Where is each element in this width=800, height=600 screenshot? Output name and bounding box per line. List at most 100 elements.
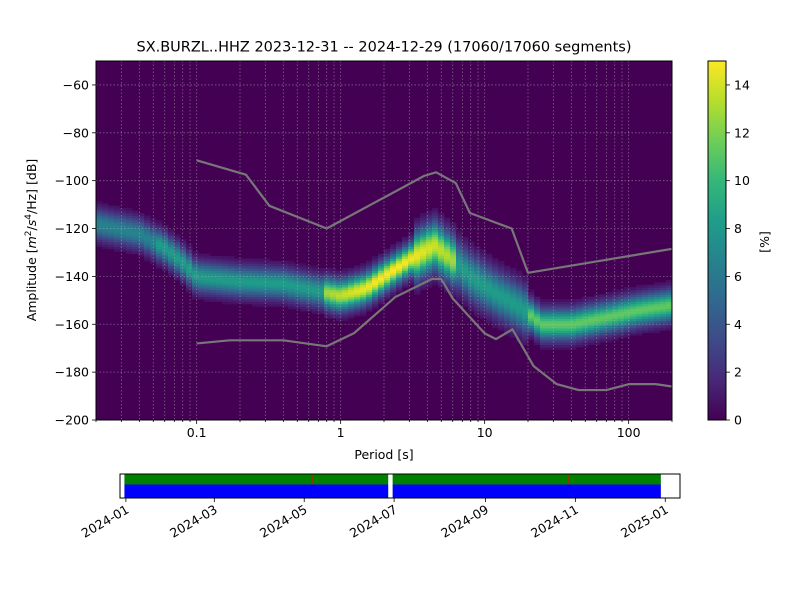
heatmap-cell <box>600 318 607 322</box>
heatmap-cell <box>258 289 265 293</box>
heatmap-cell <box>294 306 301 310</box>
heatmap-cell <box>204 284 211 288</box>
heatmap-cell <box>372 287 379 290</box>
heatmap-cell <box>564 315 571 319</box>
heatmap-cell <box>222 289 229 293</box>
heatmap-cell <box>432 253 439 257</box>
heatmap-cell <box>438 244 445 247</box>
heatmap-cell <box>324 311 331 314</box>
heatmap-cell <box>432 210 439 214</box>
heatmap-cell <box>420 268 427 271</box>
heatmap-cell <box>276 284 283 288</box>
heatmap-cell <box>456 289 463 293</box>
heatmap-cell <box>558 306 565 310</box>
heatmap-cell <box>210 291 217 295</box>
heatmap-cell <box>504 320 511 324</box>
heatmap-cell <box>588 303 595 307</box>
heatmap-cell <box>312 303 319 307</box>
heatmap-cell <box>210 272 217 276</box>
heatmap-cell <box>378 258 385 262</box>
heatmap-cell <box>414 227 421 231</box>
heatmap-cell <box>180 256 187 259</box>
heatmap-cell <box>138 246 145 250</box>
heatmap-cell <box>270 284 277 288</box>
heatmap-cell <box>174 241 181 245</box>
heatmap-cell <box>246 272 253 276</box>
heatmap-cell <box>438 272 445 276</box>
heatmap-cell <box>222 296 229 300</box>
heatmap-cell <box>570 342 577 346</box>
heatmap-cell <box>168 246 175 250</box>
heatmap-cell <box>360 296 367 300</box>
heatmap-cell <box>432 270 439 274</box>
heatmap-cell <box>558 313 565 317</box>
heatmap-cell <box>576 318 583 322</box>
heatmap-cell <box>234 294 241 298</box>
heatmap-cell <box>558 344 565 348</box>
heatmap-cell <box>462 294 469 298</box>
heatmap-cell <box>450 294 457 298</box>
heatmap-cell <box>576 337 583 341</box>
heatmap-cell <box>360 270 367 274</box>
heatmap-cell <box>354 268 361 271</box>
heatmap-cell <box>288 306 295 310</box>
heatmap-cell <box>654 325 661 329</box>
heatmap-cell <box>216 299 223 302</box>
heatmap-cell <box>462 258 469 262</box>
heatmap-cell <box>144 251 151 255</box>
heatmap-cell <box>558 330 565 334</box>
heatmap-cell <box>432 272 439 276</box>
heatmap-cell <box>570 311 577 314</box>
heatmap-cell <box>636 294 643 298</box>
heatmap-cell <box>138 220 145 223</box>
heatmap-cell <box>546 303 553 307</box>
heatmap-cell <box>252 260 259 264</box>
heatmap-cell <box>654 320 661 324</box>
heatmap-cell <box>402 258 409 262</box>
heatmap-cell <box>414 270 421 274</box>
heatmap-cell <box>96 212 103 216</box>
heatmap-cell <box>504 277 511 281</box>
heatmap-cell <box>198 282 205 286</box>
heatmap-cell <box>378 287 385 290</box>
heatmap-cell <box>504 270 511 274</box>
heatmap-cell <box>498 299 505 302</box>
heatmap-cell <box>354 291 361 295</box>
heatmap-cell <box>378 260 385 264</box>
heatmap-cell <box>204 296 211 300</box>
heatmap-cell <box>120 208 127 211</box>
timeline-tick-label: 2024-11 <box>528 502 581 541</box>
heatmap-cell <box>570 315 577 319</box>
heatmap-cell <box>552 327 559 331</box>
heatmap-cell <box>240 279 247 283</box>
heatmap-cell <box>198 291 205 295</box>
grid-lines <box>95 61 673 421</box>
heatmap-cell <box>186 275 193 278</box>
heatmap-cell <box>378 279 385 283</box>
heatmap-cell <box>288 294 295 298</box>
heatmap-cell <box>594 339 601 343</box>
heatmap-cell <box>432 244 439 247</box>
heatmap-cell <box>264 265 271 269</box>
heatmap-cell <box>192 263 199 267</box>
heatmap-cell <box>438 236 445 240</box>
heatmap-cell <box>228 270 235 274</box>
heatmap-cell <box>636 318 643 322</box>
heatmap-cell <box>444 248 451 252</box>
heatmap-cell <box>582 313 589 317</box>
heatmap-cell <box>492 303 499 307</box>
heatmap-cell <box>606 330 613 334</box>
heatmap-cell <box>162 232 169 235</box>
heatmap-cell <box>240 263 247 267</box>
heatmap-cell <box>528 289 535 293</box>
heatmap-cell <box>522 294 529 298</box>
heatmap-cell <box>558 325 565 329</box>
heatmap-cell <box>240 265 247 269</box>
heatmap-cell <box>480 248 487 252</box>
heatmap-cell <box>384 284 391 288</box>
heatmap-cell <box>456 275 463 278</box>
heatmap-cell <box>174 236 181 240</box>
heatmap-cell <box>660 311 667 314</box>
heatmap-cell <box>264 303 271 307</box>
heatmap-cell <box>228 263 235 267</box>
